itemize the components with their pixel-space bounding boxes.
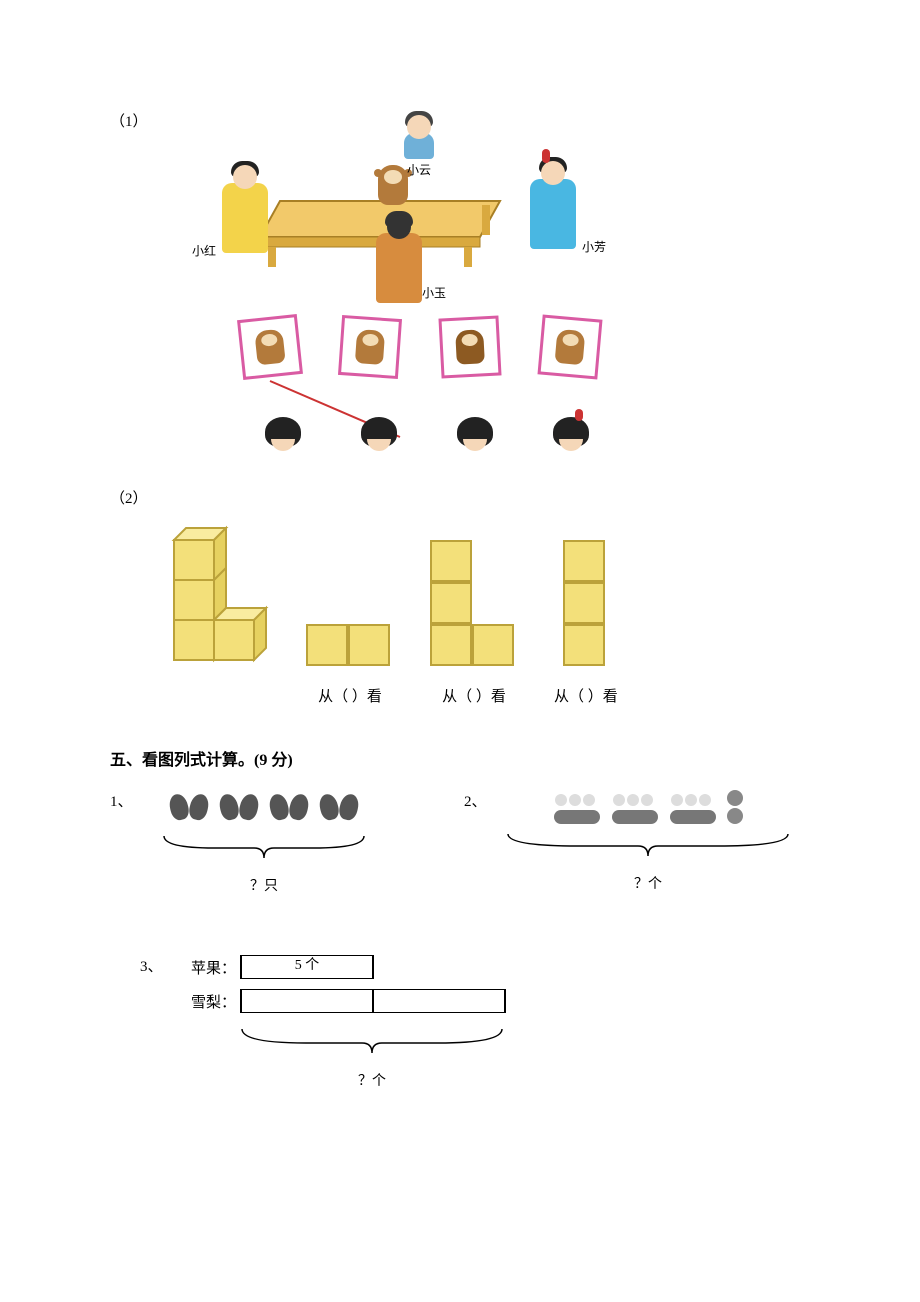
head-3: [457, 417, 493, 447]
butterfly-icon: [168, 790, 210, 826]
kid-xiaohong-label: 小红: [192, 242, 216, 259]
photo-1: [237, 314, 303, 380]
photo-2: [338, 315, 402, 379]
kid-xiaoyun: 小云: [404, 133, 434, 178]
q2-number: （2）: [110, 487, 810, 508]
head-1: [265, 417, 301, 447]
brace-icon: [498, 828, 798, 862]
s5-q3-unit: ？个: [236, 1070, 508, 1090]
apple-label: 苹果：: [172, 957, 240, 978]
pear-label: 雪梨：: [172, 991, 240, 1012]
kid-xiaofang: 小芳: [530, 179, 576, 251]
extra-balls: [727, 790, 743, 824]
butterfly-icon: [268, 790, 310, 826]
s5-q2-num: 2、: [464, 790, 488, 811]
flower-bunch-icon: [669, 790, 717, 824]
heads-row: [265, 417, 589, 447]
s5-q1: 1、 ？只: [110, 790, 394, 895]
cube-3d: [160, 514, 270, 706]
photo-3: [438, 315, 501, 378]
pear-brace: ？个: [236, 1023, 508, 1090]
kid-xiaoyun-label: 小云: [404, 161, 434, 178]
flowers-row: [488, 790, 808, 824]
s5-q2: 2、: [464, 790, 808, 893]
head-2: [361, 417, 397, 447]
cube-view-3: 从（ ）看: [554, 540, 618, 706]
butterfly-icon: [318, 790, 360, 826]
worksheet-page: （1） 小云 小红: [0, 0, 920, 1150]
photo-4: [537, 314, 602, 379]
s5-q3: 3、 苹果： 5 个 雪梨： ？个: [140, 955, 810, 1090]
s5-q1-num: 1、: [110, 790, 134, 811]
brace-icon: [154, 830, 374, 864]
view1-caption: 从（ ）看: [306, 685, 394, 706]
apple-bar: 苹果： 5 个: [172, 955, 508, 979]
view3-caption: 从（ ）看: [554, 685, 618, 706]
butterfly-row: [134, 790, 394, 826]
s5-q2-unit: ？个: [488, 873, 808, 893]
kid-xiaoyu: 小玉: [376, 233, 422, 305]
photo-row: [240, 317, 600, 377]
cube-view-2: 从（ ）看: [430, 540, 518, 706]
apple-seg: 5 个: [240, 955, 374, 979]
pear-bar: 雪梨：: [172, 989, 508, 1013]
s5-q1-unit: ？只: [134, 875, 394, 895]
q2-cubes: 从（ ）看 从（ ）看 从（ ）看: [160, 514, 810, 706]
s5-q3-num: 3、: [140, 955, 172, 976]
section5-row1: 1、 ？只 2、: [110, 790, 810, 895]
q1-number: （1）: [110, 110, 810, 131]
kid-xiaoyu-label: 小玉: [422, 284, 446, 301]
flower-bunch-icon: [611, 790, 659, 824]
head-4: [553, 417, 589, 447]
section5-title: 五、看图列式计算。(9 分): [110, 746, 810, 770]
q1-scene: 小云 小红 小芳 小玉: [170, 137, 600, 477]
pear-seg-2: [374, 989, 506, 1013]
pear-seg-1: [240, 989, 374, 1013]
kid-xiaofang-label: 小芳: [582, 238, 606, 255]
view2-caption: 从（ ）看: [430, 685, 518, 706]
kid-xiaohong: 小红: [222, 183, 268, 255]
flower-bunch-icon: [553, 790, 601, 824]
butterfly-icon: [218, 790, 260, 826]
cube-view-1: 从（ ）看: [306, 624, 394, 706]
